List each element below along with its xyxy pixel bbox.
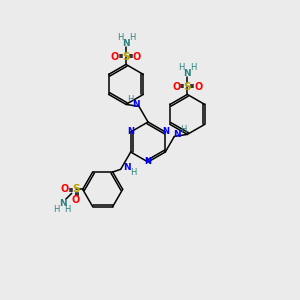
- Text: O: O: [61, 184, 69, 194]
- Text: O: O: [111, 52, 119, 62]
- Text: H: H: [190, 63, 196, 72]
- Text: O: O: [194, 82, 202, 92]
- Text: H: H: [53, 205, 60, 214]
- Text: S: S: [122, 52, 130, 62]
- Text: H: H: [178, 63, 184, 72]
- Text: N: N: [123, 163, 130, 172]
- Text: H: H: [129, 33, 135, 42]
- Text: N: N: [59, 199, 67, 208]
- Text: H: H: [180, 125, 187, 134]
- Text: N: N: [173, 130, 181, 139]
- Text: H: H: [64, 205, 71, 214]
- Text: S: S: [184, 82, 191, 92]
- Text: N: N: [127, 128, 134, 136]
- Text: O: O: [72, 195, 80, 205]
- Text: N: N: [132, 100, 140, 109]
- Text: H: H: [127, 95, 133, 104]
- Text: N: N: [162, 128, 169, 136]
- Text: H: H: [130, 168, 137, 177]
- Text: H: H: [117, 33, 123, 42]
- Text: O: O: [133, 52, 141, 62]
- Text: N: N: [145, 158, 152, 166]
- Text: N: N: [184, 69, 191, 78]
- Text: O: O: [172, 82, 180, 92]
- Text: S: S: [72, 184, 80, 194]
- Text: N: N: [122, 39, 130, 48]
